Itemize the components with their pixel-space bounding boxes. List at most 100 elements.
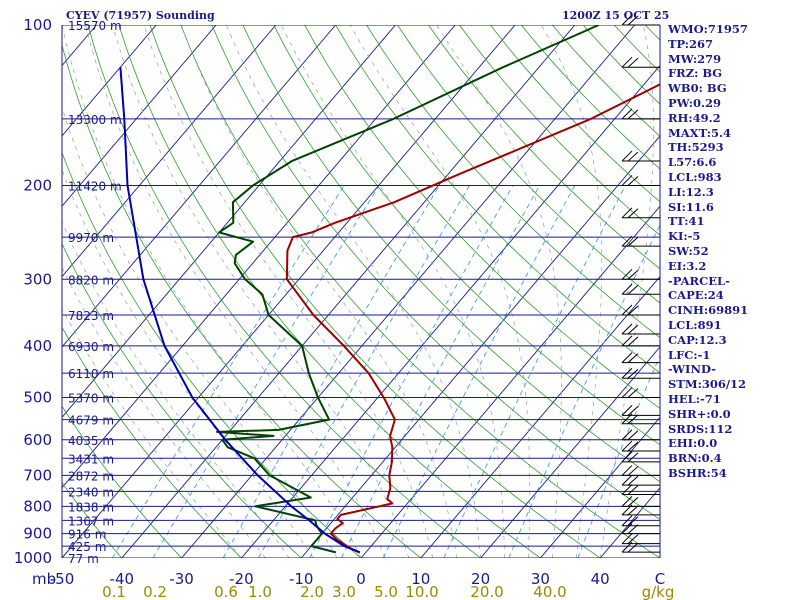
- isotherm-line: [62, 25, 277, 278]
- isotherm-line: [420, 275, 660, 558]
- stat-line: WB0: BG: [668, 81, 727, 96]
- stat-line: BRN:0.4: [668, 451, 722, 466]
- temperature-tick-label: 10: [411, 570, 430, 588]
- stat-line: TT:41: [668, 214, 705, 229]
- height-label: 9970 m: [68, 231, 114, 245]
- wind-barb-flag: [621, 440, 633, 452]
- wind-barb-flag: [627, 496, 639, 507]
- pressure-label: 700: [23, 466, 52, 484]
- wind-barb-flag: [621, 207, 633, 219]
- stat-line: BSHR:54: [668, 465, 727, 480]
- temperature-labels: -50 -40 -30 -20 -10 0 10 20 30 40 C: [50, 570, 665, 588]
- wind-barb-flag: [621, 56, 633, 68]
- mixing-ratio-label: 0.2: [143, 583, 167, 600]
- height-label: 15570 m: [68, 19, 122, 33]
- isotherm-line: [62, 25, 217, 207]
- wind-barb-flag: [621, 175, 633, 186]
- stat-line: L57:6.6: [668, 155, 717, 170]
- temperature-tick-label: 0: [356, 570, 366, 588]
- wind-barb-flag: [627, 405, 639, 416]
- wind-barb-flag: [627, 208, 639, 219]
- wind-barb-flag: [627, 466, 639, 476]
- mixing-ratio-label: 5.0: [374, 583, 398, 600]
- isotherm-line: [62, 25, 396, 418]
- wind-barb-flag: [621, 523, 633, 534]
- parcel-profile: [119, 67, 361, 554]
- temperature-tick-label: -30: [169, 570, 194, 588]
- mixing-ratio-label: 40.0: [533, 583, 566, 600]
- wind-barb-flag: [621, 283, 633, 295]
- wind-barb-flag: [627, 414, 639, 425]
- wind-barb-flag: [621, 150, 633, 162]
- height-label: 6930 m: [68, 340, 114, 354]
- wind-barb-flag: [621, 323, 633, 335]
- isotherm-line: [241, 64, 660, 558]
- isotherm-line: [62, 25, 157, 137]
- wind-barb-flag: [627, 353, 639, 364]
- wind-barb-flag: [621, 541, 633, 553]
- wind-barb-flag: [627, 542, 639, 553]
- temperature-tick-label: 40: [591, 570, 610, 588]
- wind-barb-flag: [627, 269, 639, 280]
- mixing-ratio-label: 2.0: [300, 583, 324, 600]
- isobars: [62, 25, 660, 558]
- height-label: 1838 m: [68, 500, 114, 514]
- temperature-profile: [285, 83, 660, 554]
- wind-barbs: [621, 14, 660, 553]
- sounding-profiles: [119, 25, 660, 554]
- mixing-ratio-label: g/kg: [642, 583, 675, 600]
- stat-line: -PARCEL-: [668, 273, 730, 288]
- temperature-tick-label: C: [655, 570, 665, 588]
- height-label: 3431 m: [68, 452, 114, 466]
- temperature-tick-label: -40: [110, 570, 135, 588]
- mixing-ratio-label: 10.0: [405, 583, 438, 600]
- stat-line: TP:267: [668, 36, 714, 51]
- wind-barb-flag: [627, 505, 639, 516]
- isotherm-line: [62, 25, 336, 348]
- wind-barb-flag: [621, 515, 633, 527]
- stat-line: LCL:983: [668, 169, 722, 184]
- stat-line: MW:279: [668, 51, 722, 66]
- stat-line: MAXT:5.4: [668, 125, 731, 140]
- isotherm-line: [121, 25, 576, 558]
- wind-barb-flag: [621, 465, 633, 476]
- wind-barb-flag: [627, 475, 639, 486]
- wind-barb-flag: [621, 495, 633, 507]
- mixing-ratio-line: [340, 185, 540, 558]
- mixing-ratio-label: 0.1: [102, 583, 126, 600]
- sounding-datetime: 1200Z 15 OCT 25: [562, 9, 670, 22]
- stat-line: FRZ: BG: [668, 66, 723, 81]
- stat-line: RH:49.2: [668, 110, 721, 125]
- wind-barb-flag: [621, 429, 633, 441]
- wind-barb-flag: [627, 176, 639, 186]
- stat-line: PW:0.29: [668, 95, 722, 110]
- wind-barb-flag: [621, 14, 633, 26]
- stat-line: LFC:-1: [668, 347, 711, 362]
- height-label: 916 m: [68, 528, 106, 542]
- wind-barb-flag: [627, 15, 639, 26]
- height-label: 4679 m: [68, 414, 114, 428]
- temperature-tick-label: -50: [50, 570, 75, 588]
- temperature-tick-label: 20: [471, 570, 490, 588]
- pressure-labels: 100 200 300 400 500 600 700 800 900 1000 mb: [14, 16, 56, 588]
- wind-barb-flag: [627, 516, 639, 527]
- height-label: 1367 m: [68, 514, 114, 528]
- wind-barb-flag: [627, 109, 639, 120]
- height-label: 2872 m: [68, 469, 114, 483]
- temperature-tick-label: -10: [289, 570, 314, 588]
- mixing-ratio-line: [258, 185, 470, 558]
- wind-barb-flag: [627, 368, 639, 379]
- pressure-label: 600: [23, 431, 52, 449]
- stat-line: SI:11.6: [668, 199, 714, 214]
- height-label: 425 m: [68, 540, 106, 554]
- stat-line: TH:5293: [668, 140, 724, 155]
- mixing-ratio-line: [382, 185, 576, 558]
- pressure-unit-label: mb: [32, 570, 56, 588]
- wind-barb-flag: [621, 484, 633, 495]
- wind-barb-flag: [621, 504, 633, 516]
- stat-line: EI:3.2: [668, 258, 707, 273]
- isotherm-line: [62, 25, 516, 558]
- wind-barb-flag: [621, 451, 633, 463]
- wind-barb-flag: [621, 367, 633, 379]
